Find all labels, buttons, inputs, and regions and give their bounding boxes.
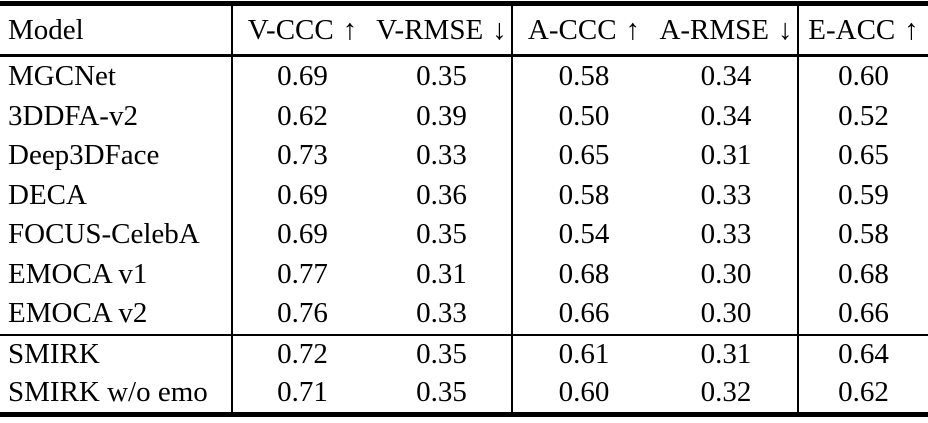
value-cell: 0.34 [700, 99, 752, 132]
value-cell: 0.35 [416, 376, 467, 408]
value-cell: 0.65 [511, 136, 655, 176]
column-header-v-rmse: V-RMSE ↓ [372, 3, 512, 57]
table-row: FOCUS-CelebA 0.69 0.35 0.54 0.33 0.58 [0, 215, 928, 255]
table-row: EMOCA v2 0.76 0.33 0.66 0.30 0.66 [0, 294, 928, 335]
down-arrow-icon: ↓ [778, 13, 793, 46]
table-row: EMOCA v1 0.77 0.31 0.68 0.30 0.68 [0, 254, 928, 294]
table-row: SMIRK w/o emo 0.71 0.35 0.60 0.32 0.62 [0, 373, 928, 414]
value-cell: 0.58 [511, 55, 655, 97]
value-cell: 0.60 [797, 55, 928, 97]
model-cell: EMOCA v1 [8, 257, 148, 290]
model-cell: MGCNet [8, 60, 116, 93]
value-cell: 0.64 [797, 333, 928, 374]
column-header-a-ccc: A-CCC ↑ [511, 3, 655, 57]
column-header-e-acc: E-ACC ↑ [797, 3, 928, 57]
value-cell: 0.65 [797, 136, 928, 176]
column-header-model: Model [0, 3, 232, 57]
column-label: A-RMSE [659, 13, 770, 46]
up-arrow-icon: ↑ [625, 13, 641, 46]
value-cell: 0.62 [797, 373, 928, 414]
value-cell: 0.69 [231, 55, 372, 97]
value-cell: 0.52 [797, 96, 928, 136]
value-cell: 0.73 [231, 136, 372, 176]
column-header-a-rmse: A-RMSE ↓ [655, 3, 798, 57]
value-cell: 0.62 [231, 96, 372, 136]
value-cell: 0.60 [511, 373, 655, 414]
value-cell: 0.77 [231, 254, 372, 294]
value-cell: 0.71 [231, 373, 372, 414]
down-arrow-icon: ↓ [492, 13, 507, 46]
value-cell: 0.35 [372, 333, 512, 374]
value-cell: 0.76 [231, 294, 372, 335]
value-cell: 0.58 [511, 175, 655, 215]
value-cell: 0.58 [797, 215, 928, 255]
value-cell: 0.66 [511, 294, 655, 335]
value-cell: 0.30 [700, 257, 752, 290]
column-label: A-CCC [527, 13, 617, 46]
value-cell: 0.54 [511, 215, 655, 255]
column-label: Model [8, 13, 84, 46]
table-header-row: Model V-CCC ↑ V-RMSE ↓ A-CCC ↑ A-RMSE ↓ E-AC… [0, 3, 928, 57]
value-cell: 0.34 [700, 60, 752, 93]
value-cell: 0.32 [700, 376, 752, 408]
model-cell: Deep3DFace [8, 139, 160, 172]
column-label: V-CCC [247, 13, 334, 46]
value-cell: 0.66 [797, 294, 928, 335]
value-cell: 0.69 [231, 215, 372, 255]
model-cell: 3DDFA-v2 [8, 99, 138, 132]
model-cell: SMIRK [0, 333, 232, 374]
value-cell: 0.33 [700, 178, 752, 211]
value-cell: 0.33 [416, 297, 467, 330]
column-label: E-ACC [808, 13, 896, 46]
value-cell: 0.36 [416, 178, 467, 211]
model-cell: DECA [8, 178, 87, 211]
up-arrow-icon: ↑ [342, 13, 358, 46]
value-cell: 0.50 [511, 96, 655, 136]
table-row: MGCNet 0.69 0.35 0.58 0.34 0.60 [0, 55, 928, 97]
up-arrow-icon: ↑ [904, 13, 919, 46]
table-row: 3DDFA-v2 0.62 0.39 0.50 0.34 0.52 [0, 96, 928, 136]
table-row: Deep3DFace 0.73 0.33 0.65 0.31 0.65 [0, 136, 928, 176]
value-cell: 0.35 [416, 218, 467, 251]
model-cell: EMOCA v2 [8, 297, 148, 330]
value-cell: 0.61 [511, 333, 655, 374]
value-cell: 0.31 [416, 257, 467, 290]
value-cell: 0.68 [511, 254, 655, 294]
value-cell: 0.31 [700, 139, 752, 172]
value-cell: 0.39 [416, 99, 467, 132]
value-cell: 0.68 [797, 254, 928, 294]
value-cell: 0.33 [416, 139, 467, 172]
value-cell: 0.69 [231, 175, 372, 215]
value-cell: 0.72 [231, 333, 372, 374]
table-row: SMIRK 0.72 0.35 0.61 0.31 0.64 [0, 333, 928, 374]
model-cell: FOCUS-CelebA [8, 218, 200, 251]
value-cell: 0.31 [655, 333, 798, 374]
value-cell: 0.35 [416, 60, 467, 93]
column-header-v-ccc: V-CCC ↑ [231, 3, 372, 57]
value-cell: 0.33 [700, 218, 752, 251]
model-cell: SMIRK w/o emo [8, 376, 208, 408]
value-cell: 0.59 [797, 175, 928, 215]
column-label: V-RMSE [376, 13, 484, 46]
value-cell: 0.30 [700, 297, 752, 330]
table-row: DECA 0.69 0.36 0.58 0.33 0.59 [0, 175, 928, 215]
